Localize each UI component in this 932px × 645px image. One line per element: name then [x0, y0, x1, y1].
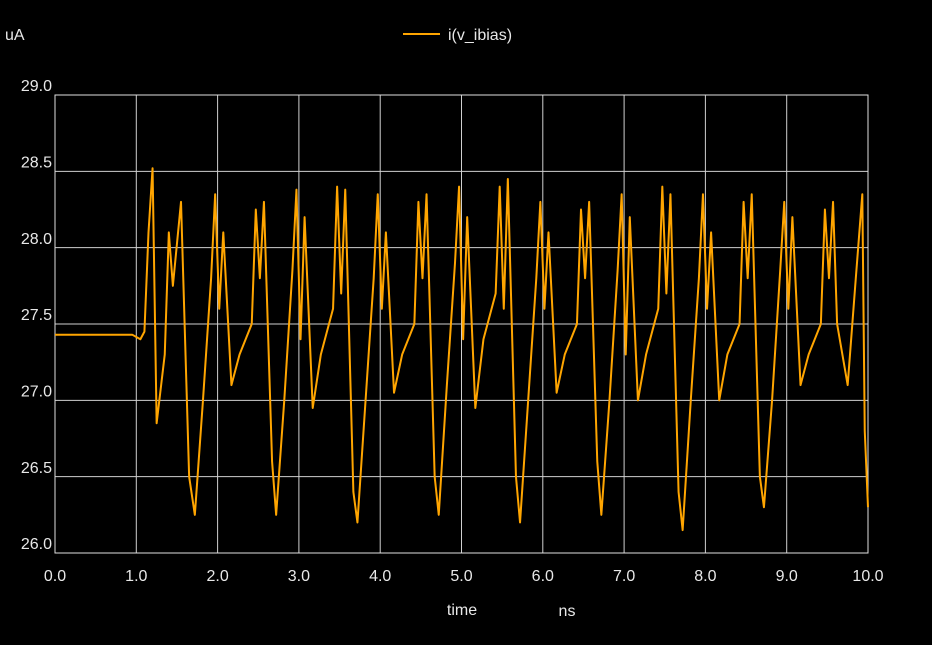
- y-tick-label: 28.0: [21, 231, 52, 248]
- y-tick-label: 27.0: [21, 384, 52, 401]
- x-tick-label: 2.0: [206, 568, 228, 585]
- x-tick-label: 5.0: [450, 568, 472, 585]
- x-tick-label: 9.0: [776, 568, 798, 585]
- x-unit: ns: [559, 603, 576, 620]
- y-tick-label: 27.5: [21, 307, 52, 324]
- y-tick-label: 28.5: [21, 155, 52, 172]
- y-tick-label: 26.5: [21, 460, 52, 477]
- y-tick-label: 29.0: [21, 78, 52, 95]
- x-tick-label: 1.0: [125, 568, 147, 585]
- x-tick-label: 4.0: [369, 568, 391, 585]
- x-axis-label: time: [447, 602, 477, 619]
- plot-frame: [54, 94, 869, 554]
- legend-label: i(v_ibias): [448, 27, 512, 44]
- y-unit: uA: [5, 27, 25, 44]
- y-tick-label: 26.0: [21, 536, 52, 553]
- x-tick-label: 3.0: [288, 568, 310, 585]
- series-line: [55, 167, 869, 532]
- x-tick-label: 0.0: [44, 568, 66, 585]
- x-tick-label: 7.0: [613, 568, 635, 585]
- x-tick-label: 10.0: [852, 568, 883, 585]
- x-tick-label: 8.0: [694, 568, 716, 585]
- x-tick-label: 6.0: [532, 568, 554, 585]
